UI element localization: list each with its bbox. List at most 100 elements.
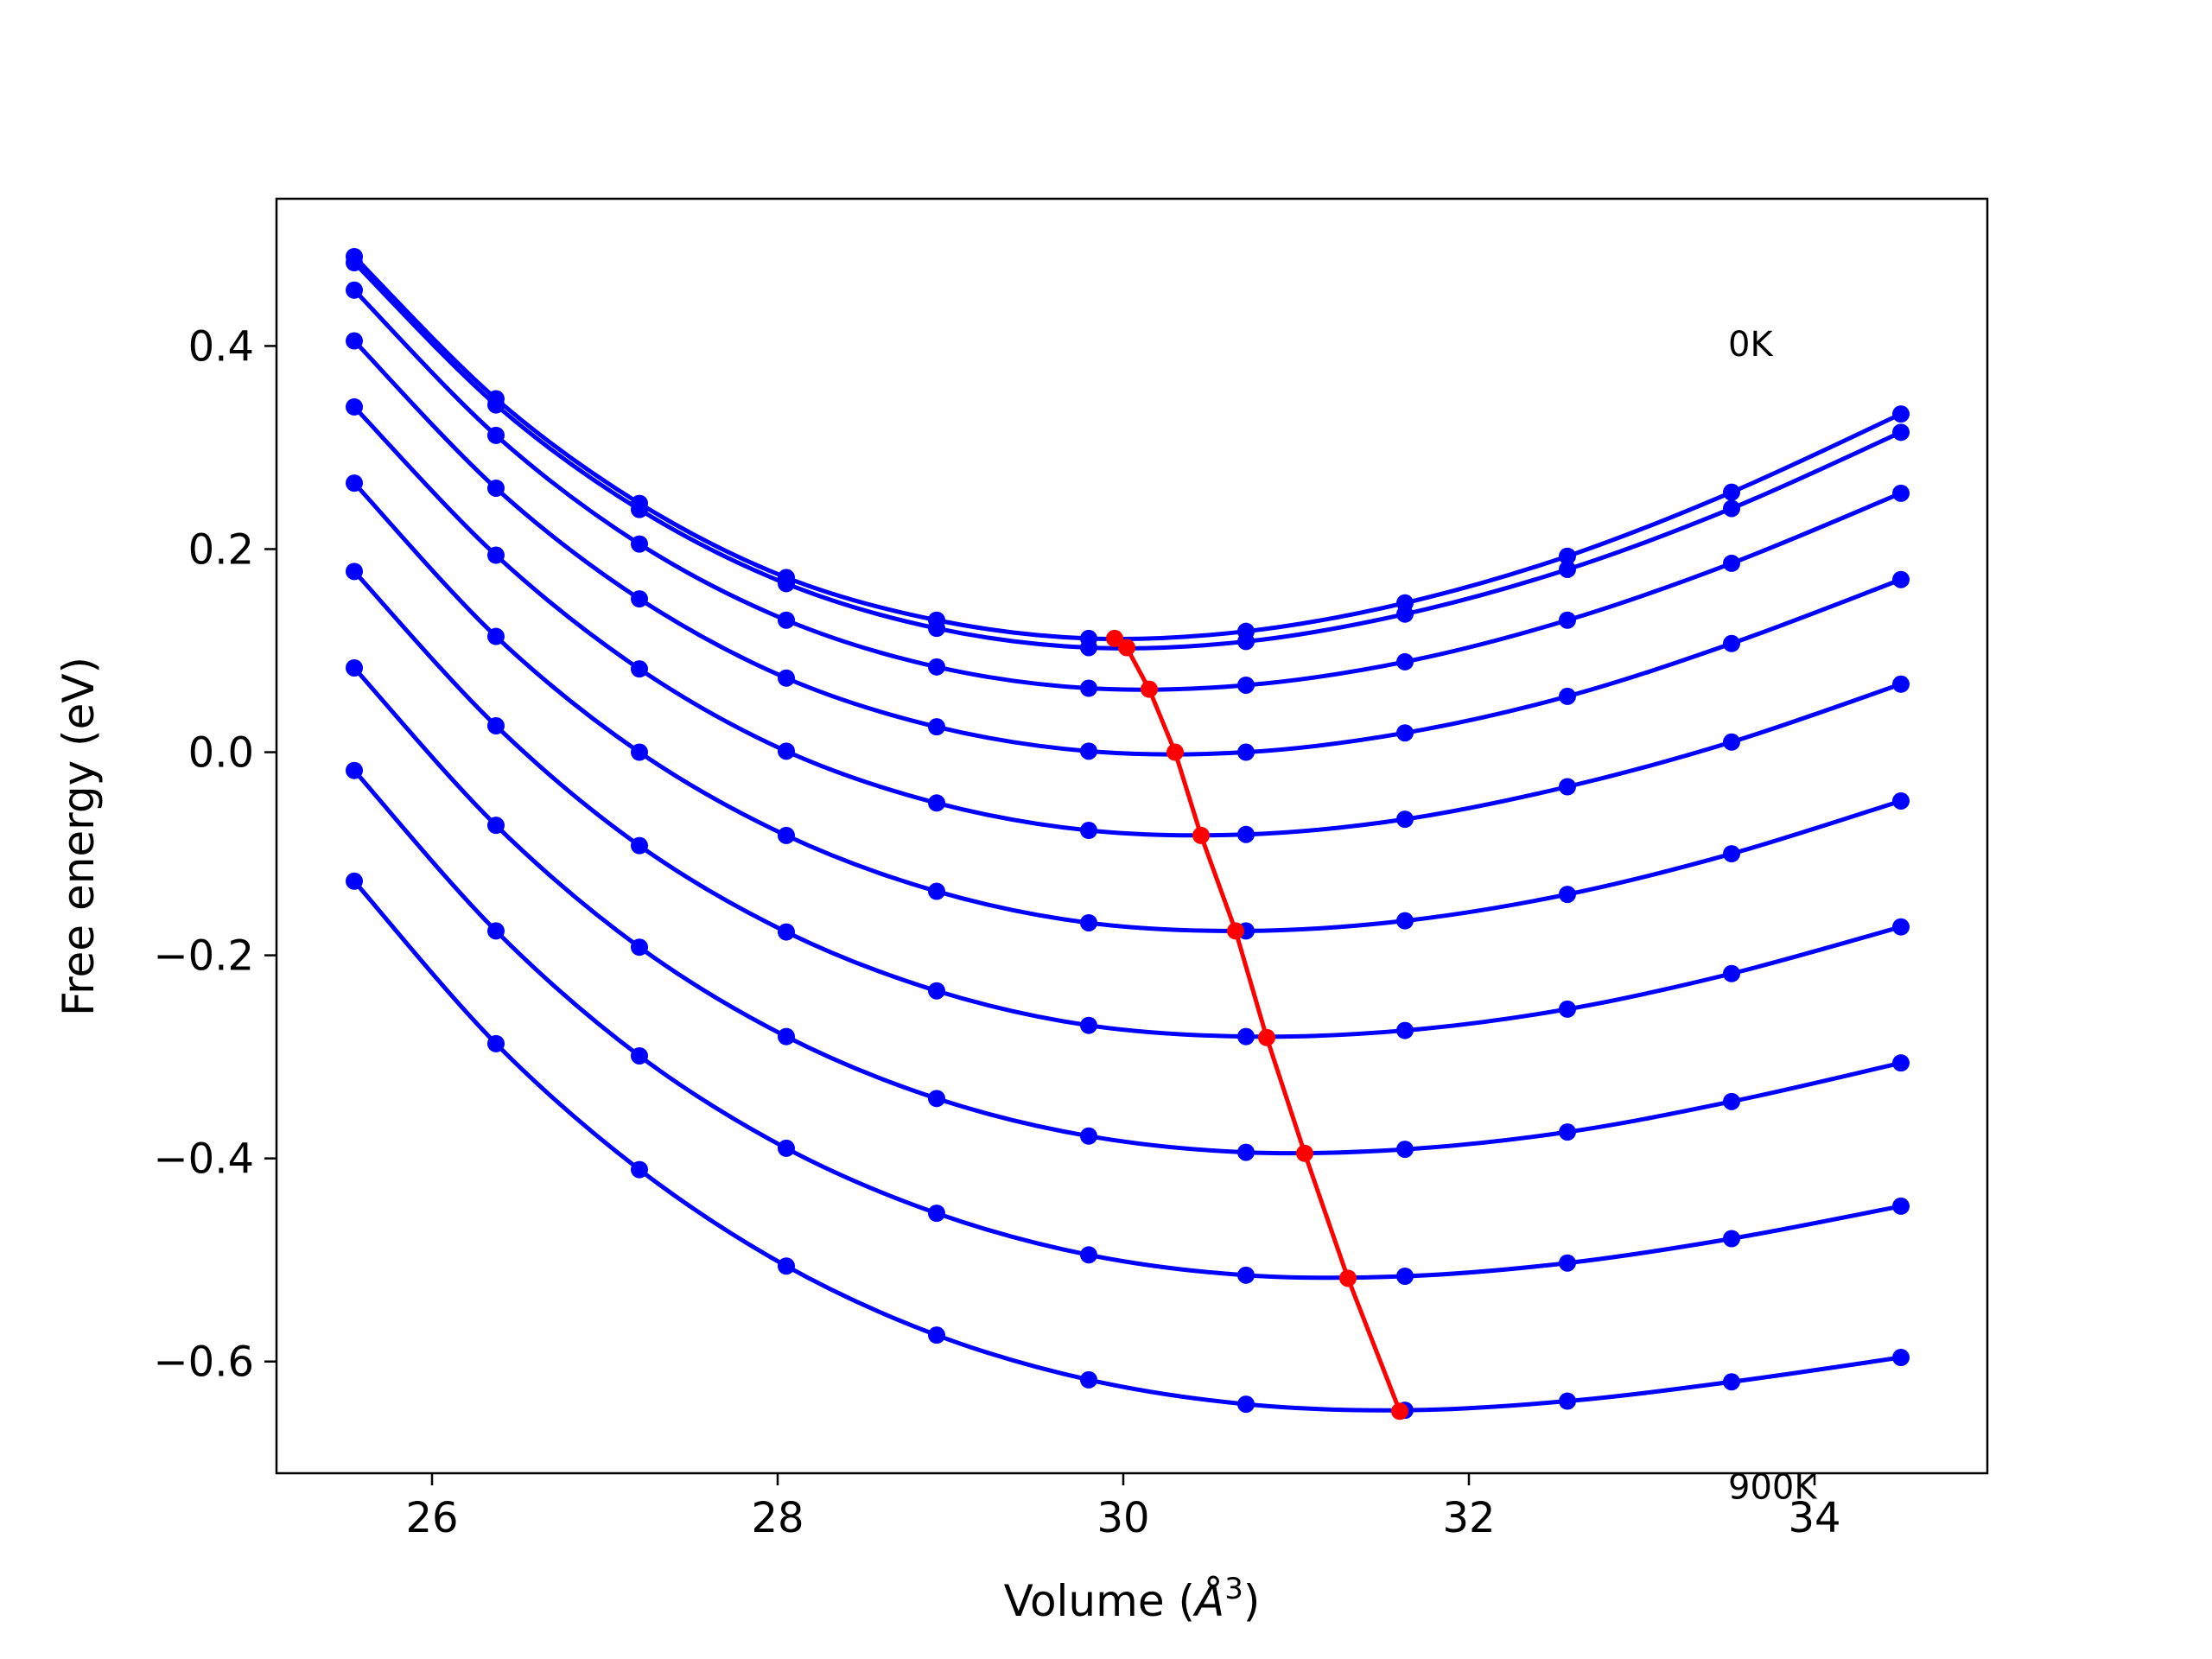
data-point <box>1559 1123 1576 1141</box>
series-10 <box>346 872 1910 1420</box>
data-point <box>631 535 648 553</box>
data-point <box>1723 1373 1740 1391</box>
data-point <box>487 716 505 734</box>
y-tick-label: 0.4 <box>188 322 254 371</box>
x-tick-label: 32 <box>1442 1494 1495 1542</box>
series-5 <box>346 397 1910 843</box>
data-point <box>1237 1395 1255 1414</box>
data-point <box>487 396 505 414</box>
data-point <box>1559 1000 1576 1018</box>
data-point <box>928 718 945 736</box>
series-9 <box>346 761 1910 1285</box>
data-point <box>928 882 945 900</box>
x-tick-label: 26 <box>405 1494 458 1542</box>
series-line <box>353 339 1902 757</box>
data-point <box>487 479 505 497</box>
minima-polyline <box>1113 636 1402 1413</box>
data-point <box>1723 554 1740 572</box>
data-point <box>1237 1143 1255 1161</box>
series-line <box>353 880 1902 1413</box>
data-point <box>346 474 363 493</box>
y-tick-label: −0.2 <box>153 932 254 981</box>
data-point <box>1559 687 1576 705</box>
data-point <box>1080 1246 1097 1264</box>
data-point <box>1723 499 1740 518</box>
data-point <box>778 611 795 629</box>
data-point <box>778 923 795 941</box>
data-point <box>928 1090 945 1108</box>
minimum-point <box>1192 826 1210 844</box>
data-point <box>1237 632 1255 651</box>
axes-frame <box>275 197 1989 1475</box>
data-point <box>346 332 363 350</box>
data-point <box>1396 1267 1414 1285</box>
data-point <box>1723 1230 1740 1248</box>
series-4 <box>346 332 1910 761</box>
data-point <box>928 1205 945 1223</box>
data-point <box>1396 1141 1414 1159</box>
data-point <box>778 826 795 844</box>
series-3 <box>346 281 1910 697</box>
x-tick-label: 30 <box>1096 1494 1149 1542</box>
data-point <box>1396 605 1414 623</box>
y-axis-label: Free energy (eV) <box>54 657 104 1016</box>
data-point <box>1237 825 1255 843</box>
data-point <box>1237 1266 1255 1284</box>
data-point <box>1723 845 1740 863</box>
x-tick-label: 34 <box>1788 1494 1840 1542</box>
data-point <box>1396 912 1414 930</box>
data-point <box>778 1027 795 1046</box>
data-point <box>778 1139 795 1157</box>
x-axis-label: Volume (Å3) <box>1004 1572 1261 1626</box>
series-line <box>353 481 1902 933</box>
series-7 <box>346 563 1910 1046</box>
data-point <box>1723 964 1740 982</box>
data-point <box>1559 560 1576 578</box>
minimum-point <box>1227 922 1244 940</box>
data-point <box>778 669 795 687</box>
series-1 <box>346 247 1910 647</box>
annotation-label: 900K <box>1728 1467 1818 1507</box>
annotations: 0K 900K <box>1728 325 1818 1507</box>
plot-area-border <box>275 197 1989 1475</box>
data-point <box>928 620 945 638</box>
data-point <box>1892 791 1910 810</box>
data-point <box>928 794 945 812</box>
series-8 <box>346 658 1910 1161</box>
data-point <box>1892 918 1910 936</box>
minimum-point <box>1296 1144 1313 1162</box>
y-tick-label: −0.6 <box>153 1338 254 1387</box>
data-point <box>346 563 363 581</box>
data-point <box>631 1160 648 1179</box>
data-point <box>1396 810 1414 829</box>
data-point <box>928 982 945 1000</box>
data-point <box>1723 733 1740 751</box>
minimum-point <box>1339 1269 1357 1287</box>
data-point <box>1892 1349 1910 1367</box>
annotation-label: 0K <box>1728 325 1774 365</box>
series-6 <box>346 474 1910 940</box>
data-point <box>928 1326 945 1344</box>
data-point <box>1559 1392 1576 1410</box>
minima-line <box>1106 629 1408 1421</box>
series-line <box>353 769 1902 1281</box>
data-point <box>631 500 648 518</box>
data-point <box>346 254 363 272</box>
free-energy-curves <box>346 247 1910 1420</box>
data-point <box>487 426 505 444</box>
data-point <box>631 590 648 608</box>
data-point <box>487 922 505 940</box>
data-point <box>1237 743 1255 761</box>
series-2 <box>346 254 1910 657</box>
data-point <box>631 660 648 678</box>
data-point <box>1396 724 1414 742</box>
y-tick-label: 0.2 <box>188 525 254 574</box>
data-point <box>346 658 363 677</box>
data-point <box>487 627 505 645</box>
data-point <box>487 1034 505 1052</box>
data-point <box>1892 570 1910 588</box>
data-point <box>1396 1021 1414 1039</box>
series-line <box>353 666 1902 1156</box>
minimum-point <box>1106 629 1123 647</box>
data-point <box>1892 1054 1910 1072</box>
